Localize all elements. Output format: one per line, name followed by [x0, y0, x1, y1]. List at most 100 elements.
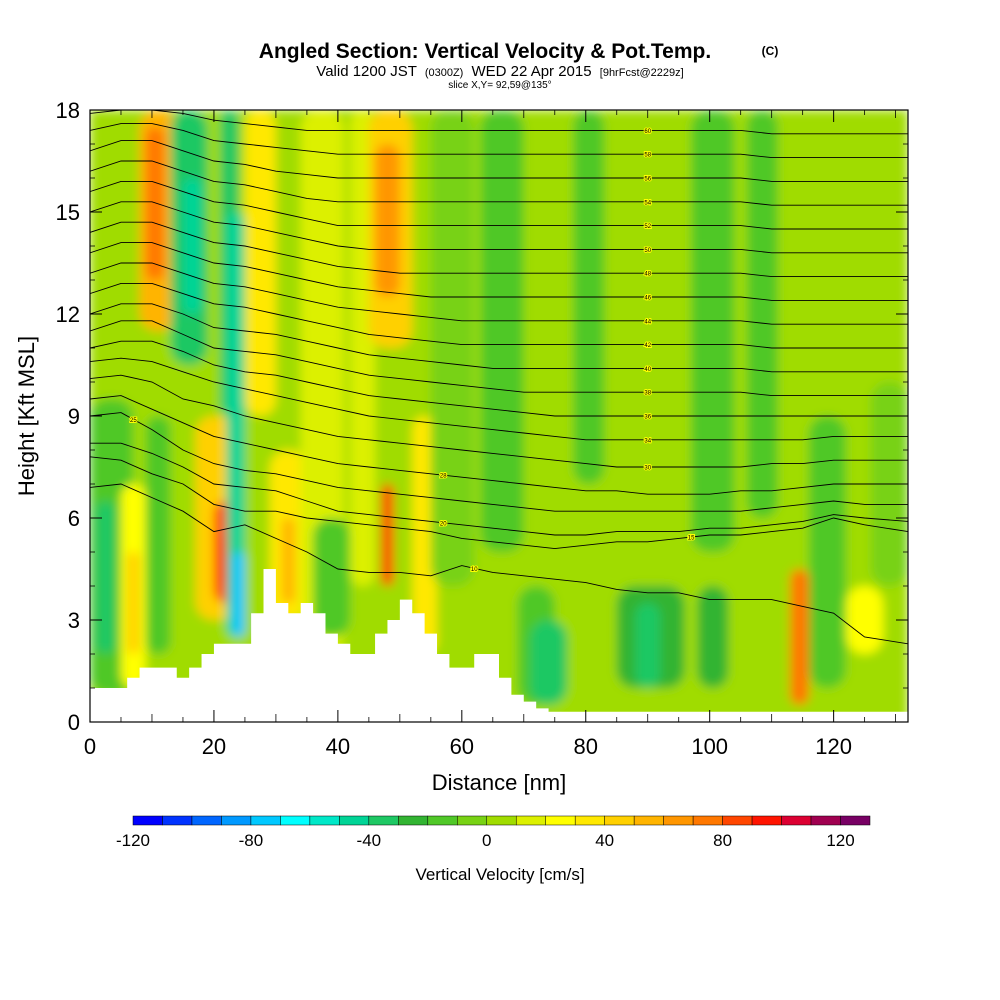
colorbar-swatch	[663, 815, 694, 826]
isentrope-line	[90, 456, 908, 550]
plot-area: 10 15 20 25 28 30 34 36 38 40 42 44 46 48 50 52 54 56 58 60	[90, 110, 908, 722]
isentrope-label: 48	[644, 272, 651, 278]
x-axis: 0 20 40 60 80 100 120	[84, 110, 897, 759]
isentrope-label: 34	[644, 438, 651, 444]
colorbar-swatch	[751, 815, 782, 826]
isentrope-line	[90, 483, 908, 645]
velocity-cell	[244, 110, 276, 416]
velocity-cell	[96, 501, 115, 654]
isentrope-line	[90, 140, 908, 182]
colorbar-swatch	[398, 815, 429, 826]
y-tick-label: 12	[56, 302, 80, 327]
isentrope-label: 46	[644, 296, 651, 302]
isentrope-label: 30	[644, 466, 651, 472]
velocity-cell	[145, 416, 171, 654]
x-tick-label: 0	[84, 734, 96, 759]
isentrope-line	[90, 201, 908, 254]
velocity-cell	[182, 178, 202, 314]
y-tick-label: 15	[56, 200, 80, 225]
isentrope-label: 56	[644, 177, 651, 183]
isentrope-line	[90, 395, 908, 495]
colorbar-swatch	[280, 815, 311, 826]
colorbar-ticks: -120 -80 -40 0 40 80 120	[116, 831, 855, 850]
velocity-cell	[145, 127, 165, 280]
velocity-cell	[529, 620, 568, 705]
subtitle-prefix: Valid 1200 JST	[316, 63, 416, 80]
colorbar-swatch	[781, 815, 812, 826]
velocity-cell	[127, 552, 140, 654]
velocity-cell	[282, 518, 295, 603]
isentrope-label: 38	[644, 391, 651, 397]
subtitle-forecast: [9hrFcst@2229z]	[600, 67, 684, 79]
velocity-cell	[232, 552, 245, 637]
velocity-cell	[635, 603, 661, 688]
isentrope-label: 58	[644, 153, 651, 159]
isentrope-label: 50	[644, 248, 651, 254]
colorbar-swatch	[162, 815, 193, 826]
colorbar-tick-label: 80	[713, 831, 732, 850]
y-tick-label: 3	[68, 608, 80, 633]
terrain-mask	[90, 569, 908, 722]
colorbar-label: Vertical Velocity [cm/s]	[415, 865, 584, 884]
isentrope-line	[90, 180, 908, 230]
colorbar-swatch	[427, 815, 458, 826]
chart-subtitle: Valid 1200 JST (0300Z) WED 22 Apr 2015 […	[316, 63, 683, 80]
velocity-cell	[226, 212, 245, 637]
isentrope-line	[90, 160, 908, 206]
slice-info: slice X,Y= 92,59@135°	[448, 80, 551, 91]
colorbar-swatch	[457, 815, 488, 826]
colorbar-swatch	[574, 815, 605, 826]
colorbar-swatch	[545, 815, 576, 826]
colorbar-swatch	[339, 815, 370, 826]
chart-title: Angled Section: Vertical Velocity & Pot.…	[259, 40, 711, 63]
isentrope-line	[90, 357, 908, 441]
isentrope-line	[90, 442, 908, 536]
isentrope-line	[90, 340, 908, 417]
colorbar-tick-label: 40	[595, 831, 614, 850]
velocity-cell	[746, 110, 778, 518]
colorbar-tick-label: 120	[826, 831, 854, 850]
x-axis-label: Distance [nm]	[432, 770, 567, 795]
isentrope-line	[90, 242, 908, 301]
isentrope-label: 10	[471, 567, 478, 573]
colorbar-swatch	[515, 815, 546, 826]
isentrope-line	[90, 110, 908, 135]
y-tick-label: 0	[68, 710, 80, 735]
subtitle-zulu: (0300Z)	[425, 67, 464, 79]
colorbar-swatch	[722, 815, 753, 826]
isentrope-label: 25	[130, 418, 137, 424]
isentrope-line	[90, 262, 908, 325]
subtitle-main: WED 22 Apr 2015	[472, 63, 592, 80]
isentrope-label: 36	[644, 415, 651, 421]
x-tick-label: 60	[450, 734, 474, 759]
velocity-cell	[846, 586, 884, 654]
colorbar-tick-label: -120	[116, 831, 150, 850]
x-tick-label: 40	[326, 734, 350, 759]
colorbar-swatch	[132, 815, 163, 826]
isentrope-label: 52	[644, 224, 651, 230]
y-tick-label: 6	[68, 506, 80, 531]
isentrope-line	[90, 221, 908, 278]
y-tick-label: 18	[56, 98, 80, 123]
isentrope-label: 28	[440, 474, 447, 480]
colorbar-swatch	[810, 815, 841, 826]
colorbar-tick-label: 0	[482, 831, 491, 850]
colorbar	[132, 815, 871, 826]
isentrope-label: 44	[644, 319, 651, 325]
x-tick-label: 80	[574, 734, 598, 759]
colorbar-swatch	[486, 815, 517, 826]
velocity-cell	[697, 586, 729, 688]
velocity-cell	[313, 518, 351, 637]
velocity-cell	[375, 144, 400, 297]
colorbar-swatch	[633, 815, 664, 826]
colorbar-tick-label: -80	[239, 831, 264, 850]
isentrope-line	[90, 320, 908, 397]
isentrope-label: 20	[440, 521, 447, 527]
chart-title-suffix: (C)	[762, 44, 779, 58]
isentrope-label: 60	[644, 129, 651, 135]
colorbar-swatch	[692, 815, 723, 826]
isentrope-label: 40	[644, 367, 651, 373]
velocity-cell	[790, 569, 809, 705]
